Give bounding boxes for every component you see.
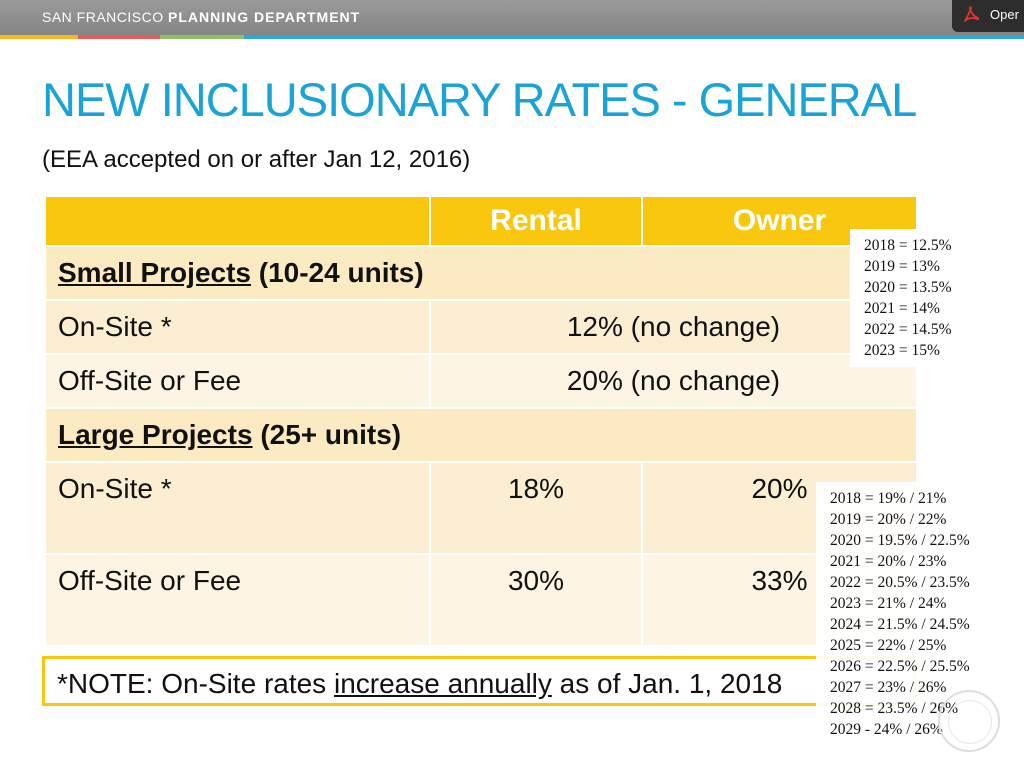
- schedule-line: 2023 = 21% / 24%: [830, 595, 947, 612]
- schedule-line: 2026 = 22.5% / 25.5%: [830, 658, 970, 675]
- row-label: On-Site *: [44, 299, 431, 355]
- color-strip-yellow: [0, 35, 78, 39]
- section-heading: Large Projects (25+ units): [44, 407, 918, 463]
- rate-cell-rental: 30%: [429, 553, 643, 647]
- schedule-line: 2018 = 19% / 21%: [830, 490, 947, 507]
- schedule-line: 2021 = 14%: [864, 300, 940, 317]
- note-underlined: increase annually: [333, 668, 552, 699]
- pdf-icon: [964, 6, 980, 22]
- color-strip-green: [160, 35, 244, 39]
- schedule-line: 2024 = 21.5% / 24.5%: [830, 616, 970, 633]
- table-row: Off-Site or Fee 20% (no change): [44, 353, 918, 409]
- row-label: On-Site *: [44, 461, 431, 555]
- brand-department: PLANNING DEPARTMENT: [168, 9, 361, 25]
- inclusionary-rates-table: Rental Owner Small Projects (10-24 units…: [44, 195, 918, 647]
- section-row-large-projects: Large Projects (25+ units): [44, 407, 918, 463]
- large-onsite-schedule-annotation: 2018 = 19% / 21% 2019 = 20% / 22% 2020 =…: [816, 482, 1024, 744]
- schedule-line: 2018 = 12.5%: [864, 237, 952, 254]
- header-cell-blank: [44, 195, 431, 247]
- small-onsite-schedule-annotation: 2018 = 12.5% 2019 = 13% 2020 = 13.5% 202…: [850, 229, 952, 367]
- section-range: (10-24 units): [258, 257, 424, 288]
- rate-cell: 20% (no change): [429, 353, 918, 409]
- open-in-acrobat-button[interactable]: Oper: [952, 0, 1024, 32]
- section-label: Large Projects: [58, 419, 253, 450]
- department-seal-watermark: [938, 690, 1000, 752]
- table-row: On-Site * 12% (no change): [44, 299, 918, 355]
- row-label: Off-Site or Fee: [44, 553, 431, 647]
- slide-title: NEW INCLUSIONARY RATES - GENERAL: [42, 73, 917, 126]
- note-prefix: *NOTE: On-Site rates: [57, 668, 334, 699]
- note-suffix: as of Jan. 1, 2018: [551, 668, 783, 699]
- schedule-line: 2020 = 13.5%: [864, 279, 952, 296]
- table-row: On-Site * 18% 20%: [44, 461, 918, 555]
- schedule-line: 2022 = 14.5%: [864, 321, 952, 338]
- schedule-line: 2019 = 20% / 22%: [830, 511, 947, 528]
- schedule-line: 2025 = 22% / 25%: [830, 637, 947, 654]
- schedule-line: 2022 = 20.5% / 23.5%: [830, 574, 970, 591]
- section-row-small-projects: Small Projects (10-24 units): [44, 245, 918, 301]
- slide-subtitle: (EEA accepted on or after Jan 12, 2016): [42, 146, 471, 173]
- brand-logo: SAN FRANCISCO PLANNING DEPARTMENT: [42, 9, 360, 25]
- open-label: Oper: [990, 7, 1019, 22]
- schedule-line: 2019 = 13%: [864, 258, 940, 275]
- schedule-line: 2020 = 19.5% / 22.5%: [830, 532, 970, 549]
- header-bar: SAN FRANCISCO PLANNING DEPARTMENT Oper: [0, 0, 1024, 35]
- header-cell-owner: Owner: [641, 195, 918, 247]
- brand-city: SAN FRANCISCO: [42, 9, 164, 25]
- schedule-line: 2029 - 24% / 26%: [830, 721, 943, 738]
- section-range: (25+ units): [260, 419, 402, 450]
- schedule-line: 2023 = 15%: [864, 342, 940, 359]
- note-box: *NOTE: On-Site rates increase annually a…: [42, 656, 916, 706]
- schedule-line: 2027 = 23% / 26%: [830, 679, 947, 696]
- header-cell-rental: Rental: [429, 195, 643, 247]
- row-label: Off-Site or Fee: [44, 353, 431, 409]
- section-heading: Small Projects (10-24 units): [44, 245, 918, 301]
- schedule-line: 2028 = 23.5% / 26%: [830, 700, 958, 717]
- color-strip-blue: [244, 35, 1024, 39]
- rate-cell: 12% (no change): [429, 299, 918, 355]
- schedule-line: 2021 = 20% / 23%: [830, 553, 947, 570]
- table-row: Off-Site or Fee 30% 33%: [44, 553, 918, 647]
- table-header-row: Rental Owner: [44, 195, 918, 247]
- rate-cell-rental: 18%: [429, 461, 643, 555]
- color-strip-red: [78, 35, 160, 39]
- section-label: Small Projects: [58, 257, 251, 288]
